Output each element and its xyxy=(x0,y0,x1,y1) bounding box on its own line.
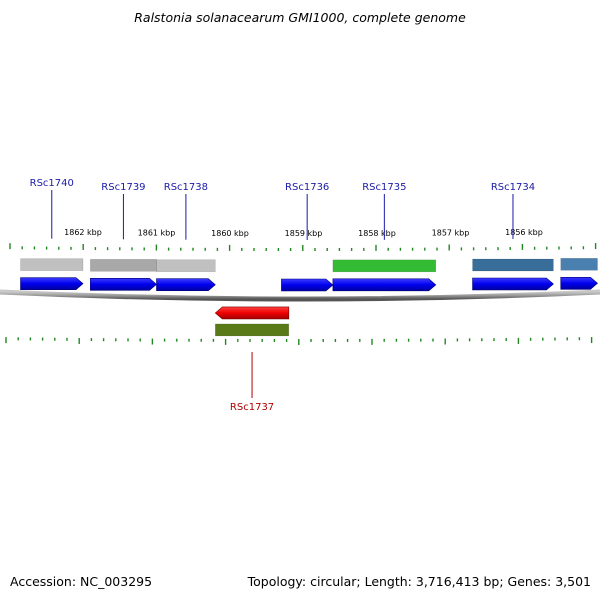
gene-label: RSc1734 xyxy=(491,182,535,193)
gene-arrow xyxy=(156,278,216,292)
cog-bar xyxy=(472,258,554,272)
scale-label: 1856 kbp xyxy=(505,228,543,237)
scale-label: 1862 kbp xyxy=(64,228,102,237)
gene-arrow xyxy=(20,277,84,290)
cog-bar xyxy=(560,258,598,271)
gene-arrow xyxy=(90,278,157,291)
cog-bar xyxy=(332,259,437,273)
gene-label: RSc1739 xyxy=(101,182,145,193)
scale-label: 1857 kbp xyxy=(432,229,470,238)
gene-label: RSc1740 xyxy=(30,178,74,189)
scale-label: 1861 kbp xyxy=(138,229,176,238)
gene-label: RSc1737 xyxy=(230,402,274,413)
cog-bar xyxy=(90,259,157,272)
genome-backbone xyxy=(0,289,600,302)
cog-bar xyxy=(156,259,216,272)
gene-arrow xyxy=(472,277,554,291)
scale-label: 1858 kbp xyxy=(358,229,396,238)
scale-label: 1860 kbp xyxy=(211,229,249,238)
cog-bar xyxy=(215,323,290,337)
gene-label: RSc1738 xyxy=(164,182,208,193)
gene-label: RSc1736 xyxy=(285,182,329,193)
scale-label: 1859 kbp xyxy=(285,229,323,238)
gene-arrow xyxy=(332,278,437,292)
accession-text: Accession: NC_003295 xyxy=(10,574,153,589)
gene-label: RSc1735 xyxy=(362,182,406,193)
topology-text: Topology: circular; Length: 3,716,413 bp… xyxy=(247,574,591,589)
gene-arrow xyxy=(281,278,334,292)
cog-bar xyxy=(20,258,84,271)
gene-arrow xyxy=(214,306,290,320)
gene-arrow xyxy=(560,276,598,290)
genome-title: Ralstonia solanacearum GMI1000, complete… xyxy=(134,10,466,25)
